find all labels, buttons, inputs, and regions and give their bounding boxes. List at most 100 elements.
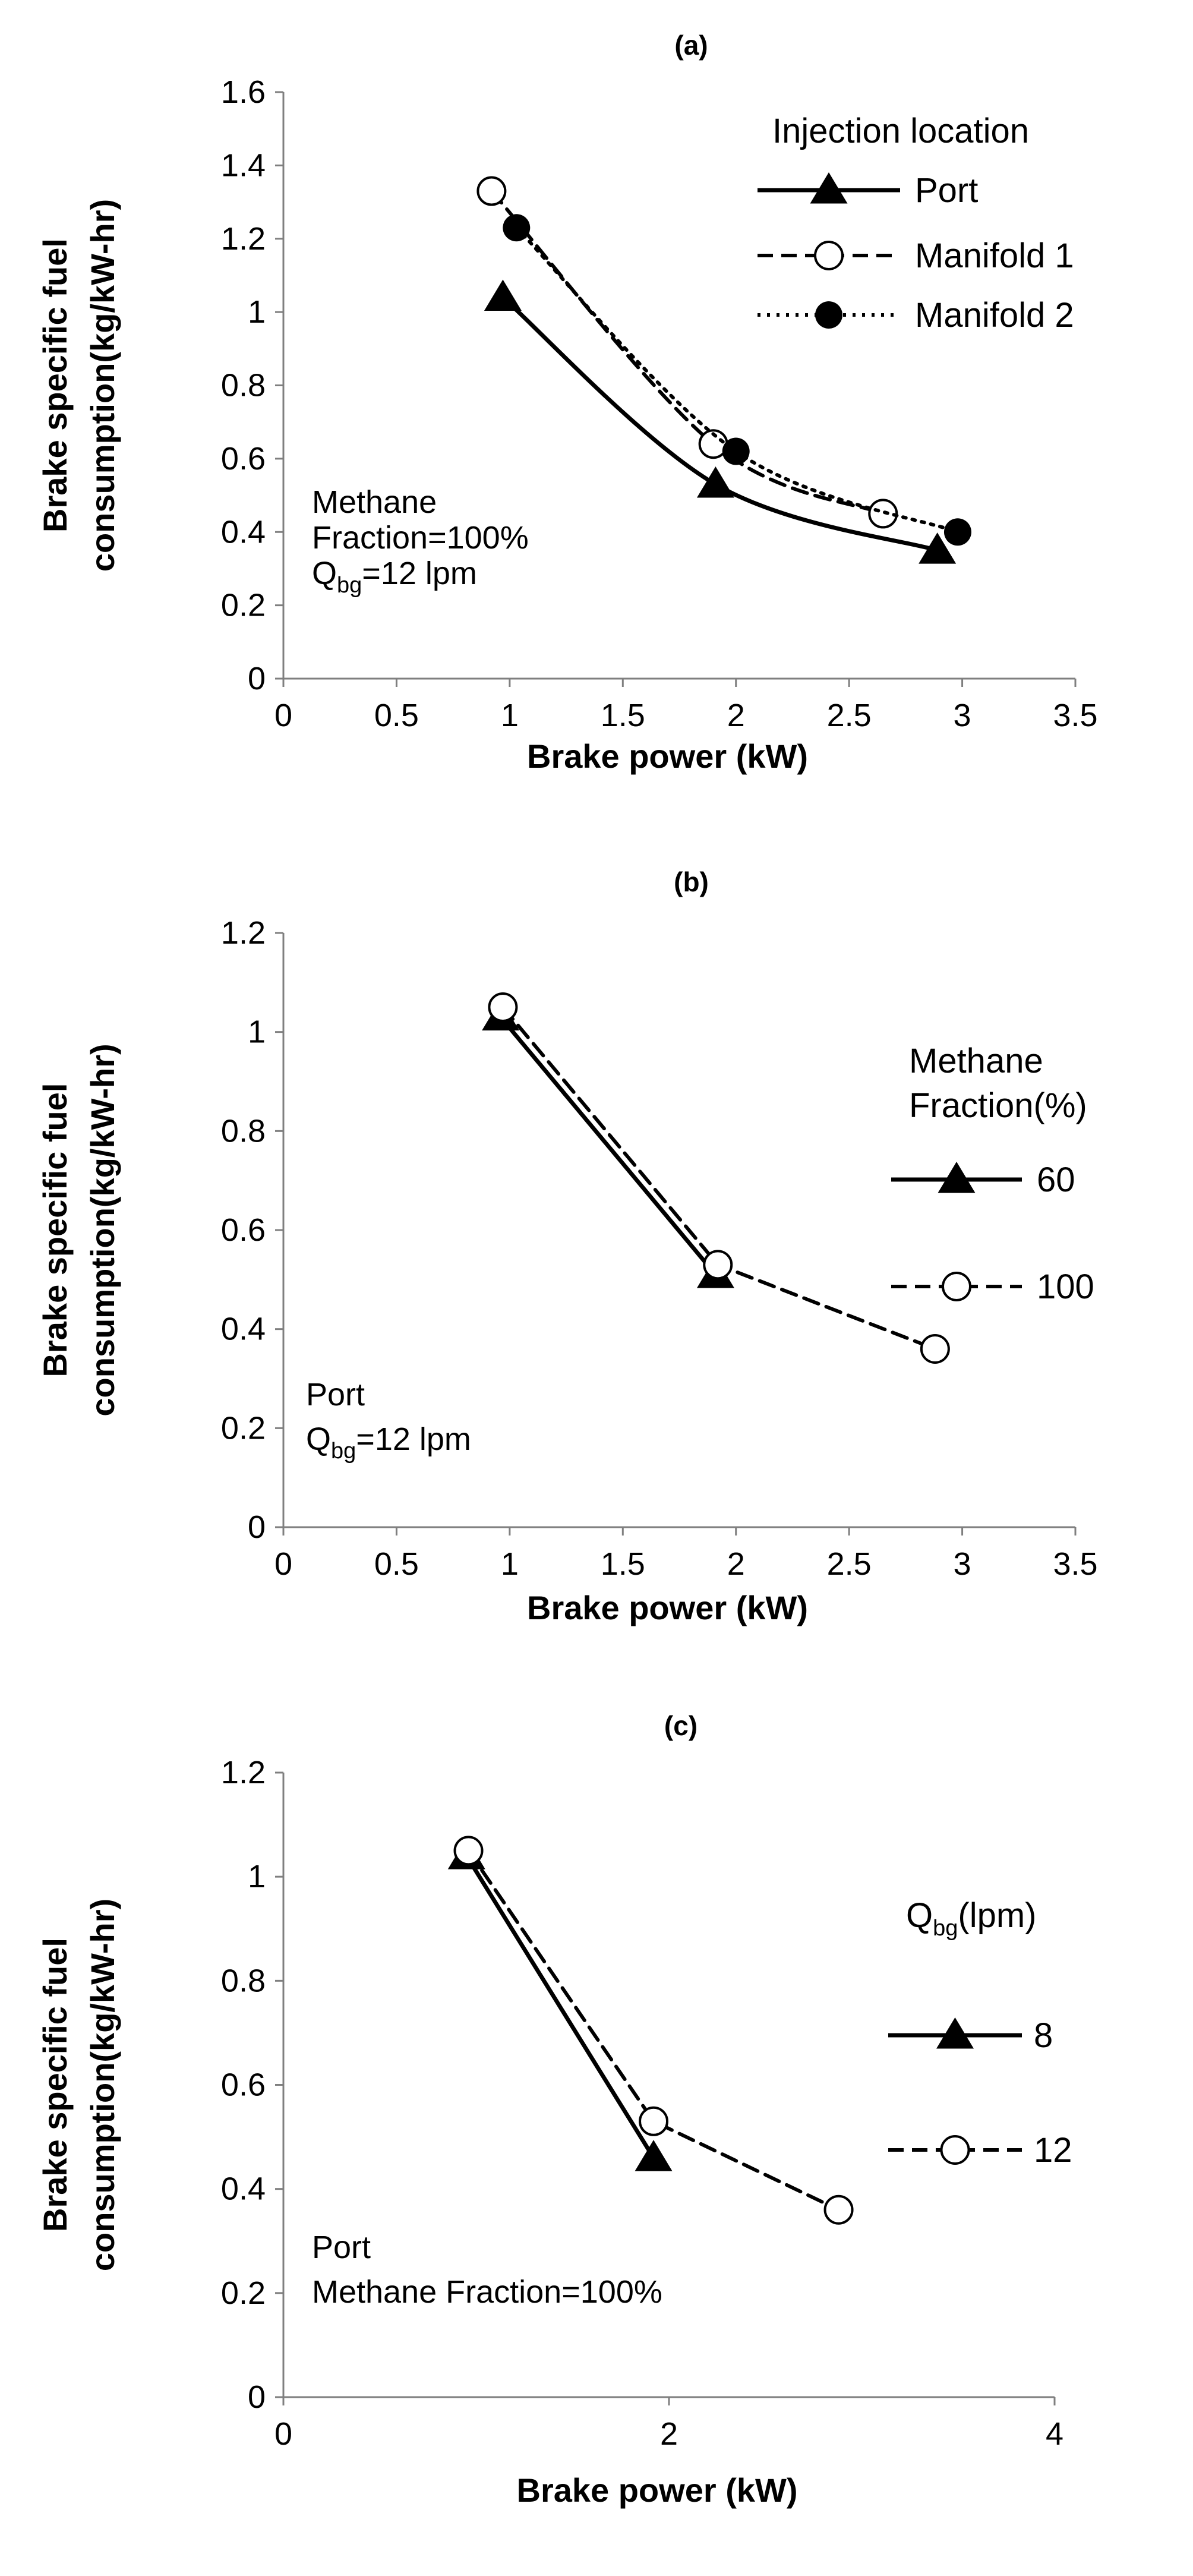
y-tick-label: 1.2: [221, 221, 266, 257]
annotation-line: Methane Fraction=100%: [312, 2274, 662, 2310]
legend: Qbg(lpm) 8 12: [888, 1896, 1072, 2170]
y-tick-label: 1.2: [221, 1755, 266, 1790]
data-point: [476, 176, 507, 206]
annotation-line-main: Q: [312, 556, 337, 591]
y-tick-label: 0.4: [221, 1311, 266, 1347]
y-tick-label: 0.4: [221, 2171, 266, 2207]
x-tick-label: 1: [501, 698, 519, 733]
x-tick-label: 2: [660, 2416, 678, 2452]
y-tick-label: 0.8: [221, 368, 266, 403]
legend-title-sub: bg: [933, 1916, 958, 1941]
y-tick-label: 1.4: [221, 147, 266, 183]
y-axis-label: Brake specific fuel: [36, 238, 74, 532]
legend-title: Qbg(lpm): [906, 1896, 1037, 1941]
x-tick-label: 4: [1046, 2416, 1063, 2452]
x-tick-label: 2: [727, 698, 745, 733]
y-tick-label: 1: [248, 1859, 266, 1894]
x-tick-label: 1: [501, 1546, 519, 1582]
y-tick-label: 0.2: [221, 2275, 266, 2311]
data-point: [919, 532, 957, 564]
y-tick-label: 0.8: [221, 1113, 266, 1149]
series-line: [490, 189, 885, 516]
x-tick-label: 2.5: [827, 698, 872, 733]
y-tick-label: 0: [248, 1509, 266, 1545]
series-line: [501, 1005, 937, 1351]
data-point: [635, 2140, 673, 2171]
legend-title-main: Q: [906, 1896, 933, 1935]
data-point: [703, 1250, 733, 1280]
data-point: [823, 2195, 854, 2225]
x-tick-label: 2: [727, 1546, 745, 1582]
x-axis-label: Brake power (kW): [527, 1589, 808, 1626]
y-tick-label: 0.6: [221, 1212, 266, 1248]
legend-label: Manifold 2: [915, 296, 1074, 335]
annotation-line: Qbg=12 lpm: [312, 556, 477, 598]
annotation-line-main: Port: [306, 1377, 365, 1412]
x-tick-label: 0: [274, 1546, 292, 1582]
y-tick-label: 1: [248, 1014, 266, 1050]
panel-c: (c) 0 0.2 0.4 0.6 0.8 1 1.2 0 2 4 Brake power (kW) B…: [36, 1710, 1072, 2509]
legend-swatch-marker: [815, 301, 842, 329]
y-tick-label: 0: [248, 661, 266, 696]
x-tick-label: 3: [954, 698, 971, 733]
annotation-line: Port: [312, 2230, 371, 2265]
legend-title: Fraction(%): [909, 1086, 1087, 1125]
legend-swatch-marker: [936, 2017, 974, 2049]
annotation-line-rest: =12 lpm: [356, 1421, 471, 1457]
y-tick-label: 1: [248, 294, 266, 330]
y-tick-label: 1.2: [221, 915, 266, 951]
legend: Injection location Port Manifold 1 Manifold…: [758, 112, 1074, 335]
data-point: [696, 466, 734, 498]
legend-label: 100: [1037, 1267, 1094, 1306]
series-line: [515, 226, 960, 534]
annotation-line: Fraction=100%: [312, 520, 529, 556]
data-point: [639, 2106, 669, 2136]
y-axis-label: Brake specific fuel: [36, 1938, 74, 2232]
chart-title: (c): [664, 1710, 698, 1741]
x-tick-label: 2.5: [827, 1546, 872, 1582]
legend: Methane Fraction(%) 60 100: [891, 1042, 1094, 1306]
series-60: [482, 999, 734, 1288]
annotation-line-main: Port: [312, 2230, 371, 2265]
legend-item-60: 60: [891, 1161, 1075, 1199]
series-line: [466, 1849, 841, 2212]
data-point: [503, 214, 531, 242]
chart-title: (b): [674, 866, 709, 897]
series-12: [453, 1836, 854, 2225]
legend-item-Port: Port: [758, 171, 978, 210]
annotation-line: Methane: [312, 484, 437, 520]
x-tick-label: 0: [274, 2416, 292, 2452]
y-axis-label: consumption(kg/kW-hr): [84, 1043, 121, 1416]
annotation-line-rest: =12 lpm: [362, 556, 477, 591]
y-tick-label: 1.6: [221, 74, 266, 110]
x-tick-label: 3.5: [1053, 1546, 1097, 1582]
legend-label: Port: [915, 171, 978, 210]
legend-swatch-marker: [942, 1272, 971, 1301]
series-100: [488, 992, 950, 1364]
legend-title: Methane: [909, 1042, 1043, 1080]
legend-item-8: 8: [888, 2016, 1053, 2055]
y-tick-label: 0: [248, 2379, 266, 2415]
legend-swatch-marker: [810, 172, 848, 204]
legend-swatch-marker: [814, 241, 844, 270]
annotation-line-sub: bg: [331, 1439, 356, 1464]
annotation-line-main: Fraction=100%: [312, 520, 529, 556]
legend-label: Manifold 1: [915, 237, 1074, 275]
legend-label: 60: [1037, 1161, 1075, 1199]
x-tick-label: 1.5: [601, 698, 645, 733]
series-Manifold 1: [476, 176, 898, 529]
y-axis-label: Brake specific fuel: [36, 1083, 74, 1377]
legend-title: Injection location: [772, 112, 1029, 150]
annotation: Port Qbg=12 lpm: [306, 1377, 471, 1464]
annotation-line-main: Methane Fraction=100%: [312, 2274, 662, 2310]
annotation-line-main: Methane: [312, 484, 437, 520]
series-Manifold 2: [503, 214, 971, 546]
series-line: [498, 1015, 718, 1277]
annotation-line-sub: bg: [337, 573, 362, 598]
panel-a: (a) 0 0.2 0.4 0.6 0.8 1 1.2 1.4 1.6 0 0.5 1 1.5 2 2.5 3 3…: [36, 30, 1098, 775]
legend-item-100: 100: [891, 1267, 1094, 1306]
x-tick-label: 0: [274, 698, 292, 733]
panel-b: (b) 0 0.2 0.4 0.6 0.8 1 1.2 0 0.5 1 1.5 2 2.5 3 3.5 Brak…: [36, 866, 1098, 1626]
